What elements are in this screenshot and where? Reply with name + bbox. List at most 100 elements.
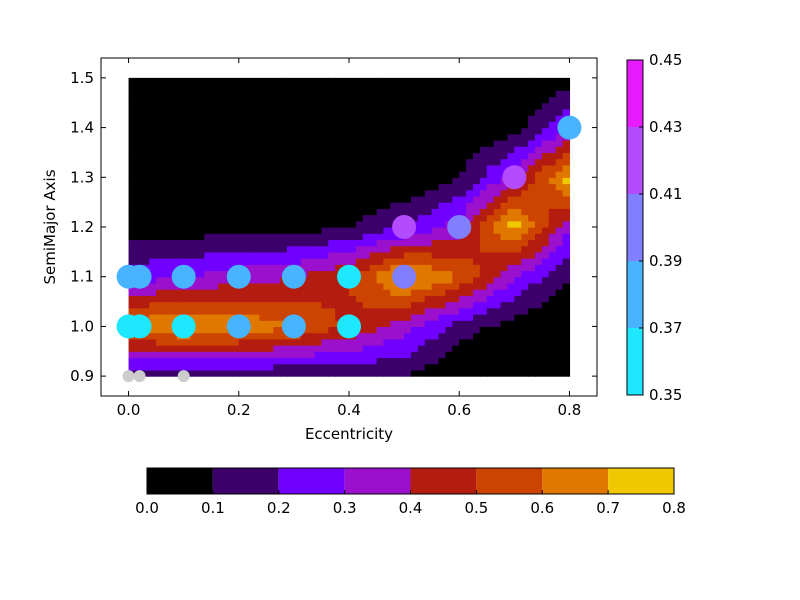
contour-cell (335, 363, 343, 371)
contour-cell (555, 183, 564, 191)
contour-cell (156, 90, 164, 98)
contour-cell (307, 326, 316, 334)
contour-cell (156, 77, 164, 85)
contour-cell (541, 208, 550, 216)
contour-cell (197, 307, 205, 315)
contour-cell (273, 140, 281, 147)
contour-cell (507, 233, 515, 241)
contour-cell (424, 102, 433, 110)
contour-cell (528, 183, 536, 191)
contour-cell (404, 152, 412, 160)
scatter-point (392, 215, 417, 239)
contour-cell (493, 202, 502, 209)
contour-cell (163, 208, 171, 216)
contour-cell (404, 245, 412, 253)
contour-cell (411, 164, 419, 172)
contour-cell (280, 239, 288, 247)
contour-cell (259, 84, 267, 91)
contour-cell (411, 245, 419, 253)
contour-cell (321, 270, 329, 278)
contour-cell (135, 357, 143, 365)
contour-cell (197, 77, 205, 85)
contour-cell (266, 164, 274, 172)
contour-cell (541, 121, 550, 129)
contour-cell (438, 171, 447, 178)
contour-cell (149, 127, 157, 135)
contour-cell (280, 345, 288, 352)
contour-cell (514, 233, 522, 241)
contour-cell (245, 301, 254, 309)
contour-cell (293, 189, 302, 197)
contour-cell (411, 320, 419, 328)
contour-cell (493, 127, 502, 135)
contour-cell (293, 102, 302, 110)
contour-cell (397, 96, 405, 104)
contour-cell (445, 96, 453, 104)
contour-cell (273, 102, 281, 110)
contour-cell (383, 357, 391, 365)
contour-cell (231, 121, 240, 129)
contour-cell (445, 121, 453, 129)
contour-cell (128, 77, 137, 85)
contour-cell (176, 227, 185, 234)
contour-cell (555, 251, 564, 259)
contour-cell (266, 258, 274, 265)
contour-cell (183, 239, 192, 247)
contour-cell (342, 77, 350, 85)
contour-cell (204, 301, 212, 309)
contour-cell (397, 121, 405, 129)
colorbar-segment (410, 468, 477, 494)
contour-cell (163, 282, 171, 290)
contour-cell (273, 326, 281, 334)
contour-cell (238, 140, 247, 147)
contour-cell (355, 245, 364, 253)
scatter-point (171, 264, 196, 289)
contour-cell (197, 171, 205, 178)
contour-cell (555, 270, 564, 278)
contour-cell (280, 338, 288, 346)
contour-cell (500, 127, 509, 135)
contour-cell (293, 121, 302, 129)
contour-cell (293, 127, 302, 135)
contour-cell (342, 214, 350, 222)
contour-cell (521, 127, 529, 135)
contour-cell (293, 363, 302, 371)
contour-cell (500, 220, 509, 228)
contour-cell (541, 133, 550, 141)
contour-cell (135, 121, 143, 129)
contour-cell (328, 202, 336, 209)
contour-cell (562, 270, 571, 278)
contour-cell (362, 202, 371, 209)
contour-cell (493, 313, 502, 321)
contour-cell (473, 326, 481, 334)
contour-cell (486, 146, 495, 154)
contour-cell (307, 332, 316, 340)
contour-cell (273, 121, 281, 129)
contour-cell (479, 121, 488, 129)
contour-cell (273, 357, 281, 365)
x-tick-label: 0.4 (337, 401, 361, 419)
contour-cell (349, 214, 357, 222)
contour-cell (466, 152, 474, 160)
contour-cell (335, 251, 343, 259)
contour-cell (135, 251, 143, 259)
contour-cell (390, 332, 398, 340)
contour-cell (431, 171, 440, 178)
contour-cell (417, 127, 426, 135)
contour-cell (280, 363, 288, 371)
contour-cell (225, 351, 233, 359)
contour-cell (541, 276, 550, 284)
contour-cell (383, 152, 391, 160)
contour-cell (293, 258, 302, 265)
contour-cell (307, 146, 316, 154)
contour-cell (473, 320, 481, 328)
contour-cell (445, 332, 453, 340)
contour-cell (500, 108, 509, 116)
contour-cell (445, 146, 453, 154)
contour-cell (528, 96, 536, 104)
contour-cell (500, 140, 509, 147)
contour-cell (231, 351, 240, 359)
contour-cell (183, 220, 192, 228)
contour-cell (204, 227, 212, 234)
contour-cell (273, 351, 281, 359)
